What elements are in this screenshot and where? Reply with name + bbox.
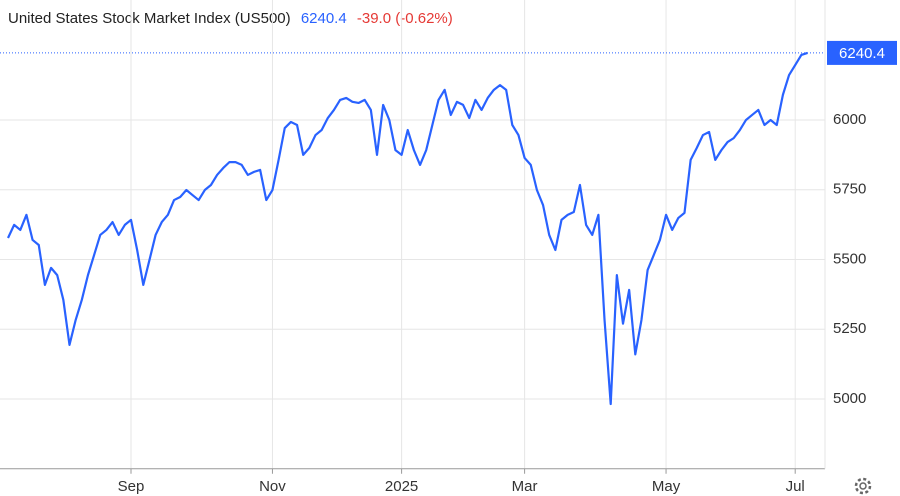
settings-icon[interactable] xyxy=(854,477,872,495)
price-change: -39.0 (-0.62%) xyxy=(357,10,453,27)
y-tick-label: 5000 xyxy=(833,390,866,407)
chart-header: United States Stock Market Index (US500)… xyxy=(8,10,453,27)
x-tick-label: May xyxy=(652,478,681,495)
x-tick-label: Sep xyxy=(118,478,145,495)
x-tick-label: 2025 xyxy=(385,478,418,495)
price-line xyxy=(7,51,808,406)
x-tick-label: Mar xyxy=(512,478,538,495)
y-tick-label: 5500 xyxy=(833,250,866,267)
chart-title: United States Stock Market Index (US500) xyxy=(8,10,291,27)
x-tick-label: Nov xyxy=(259,478,286,495)
y-tick-label: 5750 xyxy=(833,181,866,198)
y-tick-label: 5250 xyxy=(833,320,866,337)
y-tick-label: 6000 xyxy=(833,111,866,128)
x-tick-label: Jul xyxy=(786,478,805,495)
last-price: 6240.4 xyxy=(301,10,347,27)
last-price-label: 6240.4 xyxy=(839,45,885,62)
last-price-box xyxy=(827,40,897,65)
